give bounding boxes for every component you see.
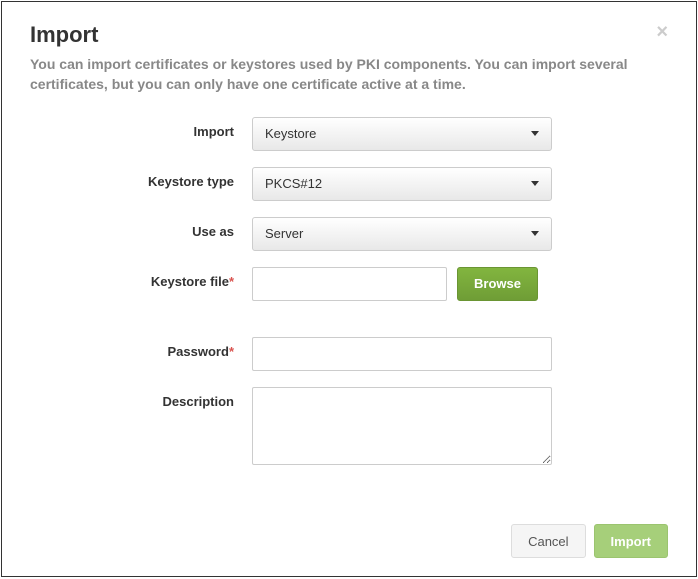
import-button[interactable]: Import bbox=[594, 524, 668, 558]
label-password: Password* bbox=[30, 337, 252, 359]
label-description: Description bbox=[30, 387, 252, 409]
description-textarea[interactable] bbox=[252, 387, 552, 465]
close-icon[interactable]: × bbox=[656, 22, 668, 42]
cancel-button[interactable]: Cancel bbox=[511, 524, 585, 558]
select-use-as[interactable]: Server bbox=[252, 217, 552, 251]
select-import-value: Keystore bbox=[265, 126, 316, 141]
row-description: Description bbox=[30, 387, 668, 465]
row-keystore-type: Keystore type PKCS#12 bbox=[30, 167, 668, 201]
label-use-as: Use as bbox=[30, 217, 252, 239]
modal-subtitle: You can import certificates or keystores… bbox=[30, 54, 668, 95]
label-keystore-file: Keystore file* bbox=[30, 267, 252, 289]
label-import: Import bbox=[30, 117, 252, 139]
chevron-down-icon bbox=[531, 231, 539, 236]
modal-footer: Cancel Import bbox=[511, 524, 668, 558]
chevron-down-icon bbox=[531, 181, 539, 186]
browse-button[interactable]: Browse bbox=[457, 267, 538, 301]
password-input[interactable] bbox=[252, 337, 552, 371]
required-marker: * bbox=[229, 344, 234, 359]
required-marker: * bbox=[229, 274, 234, 289]
select-keystore-type[interactable]: PKCS#12 bbox=[252, 167, 552, 201]
row-use-as: Use as Server bbox=[30, 217, 668, 251]
row-keystore-file: Keystore file* Browse bbox=[30, 267, 668, 301]
row-import: Import Keystore bbox=[30, 117, 668, 151]
chevron-down-icon bbox=[531, 131, 539, 136]
import-modal: × Import You can import certificates or … bbox=[1, 1, 697, 577]
modal-title: Import bbox=[30, 22, 668, 48]
keystore-file-input[interactable] bbox=[252, 267, 447, 301]
label-keystore-type: Keystore type bbox=[30, 167, 252, 189]
select-import[interactable]: Keystore bbox=[252, 117, 552, 151]
select-keystore-type-value: PKCS#12 bbox=[265, 176, 322, 191]
select-use-as-value: Server bbox=[265, 226, 303, 241]
row-password: Password* bbox=[30, 337, 668, 371]
